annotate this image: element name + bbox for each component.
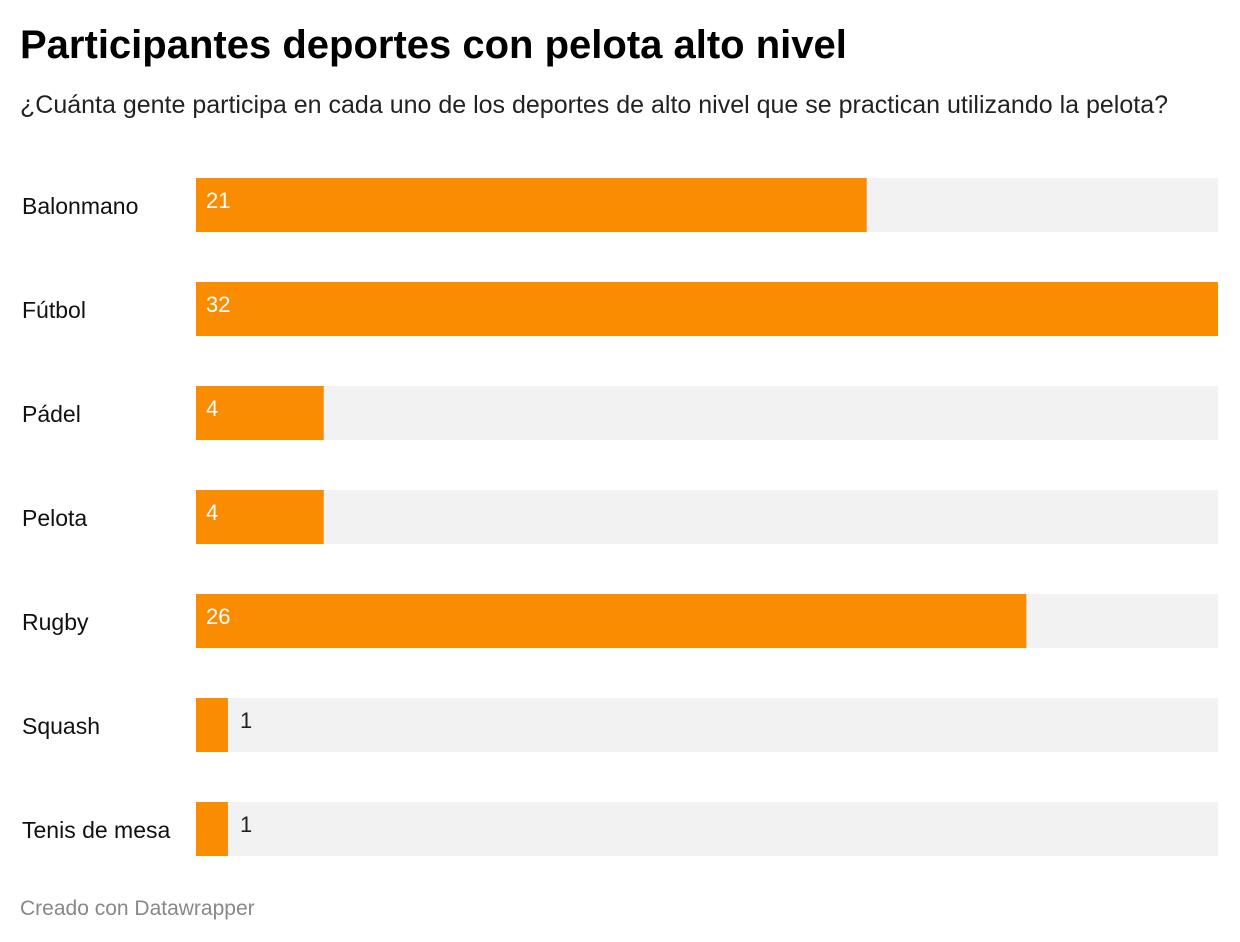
- category-label: Pádel: [22, 401, 81, 427]
- bar-row-futbol: Fútbol 32: [22, 282, 1218, 336]
- credit-footer[interactable]: Creado con Datawrapper: [20, 897, 255, 920]
- category-label: Rugby: [22, 609, 89, 635]
- category-label: Balonmano: [22, 193, 138, 219]
- bar-row-pelota: Pelota 4: [22, 490, 1218, 544]
- bar[interactable]: [196, 386, 324, 440]
- bar-track: [196, 698, 1218, 752]
- value-label: 4: [206, 500, 218, 525]
- chart-title: Participantes deportes con pelota alto n…: [20, 23, 847, 67]
- bar[interactable]: [196, 802, 228, 856]
- value-label: 26: [206, 604, 230, 629]
- bar-row-padel: Pádel 4: [22, 386, 1218, 440]
- bar[interactable]: [196, 282, 1218, 336]
- category-label: Squash: [22, 713, 100, 739]
- value-label: 4: [206, 396, 218, 421]
- category-label: Fútbol: [22, 297, 86, 323]
- bar-track: [196, 386, 1218, 440]
- bar-chart: Balonmano 21 Fútbol 32 Pádel 4 Pelota 4 Rugby 26 S…: [22, 178, 1218, 856]
- value-label: 1: [240, 708, 252, 733]
- bar-row-squash: Squash 1: [22, 698, 1218, 752]
- bar-row-balonmano: Balonmano 21: [22, 178, 1218, 232]
- bar[interactable]: [196, 594, 1027, 648]
- bar[interactable]: [196, 178, 867, 232]
- category-label: Tenis de mesa: [22, 817, 171, 843]
- bar-track: [196, 802, 1218, 856]
- chart-subtitle: ¿Cuánta gente participa en cada uno de l…: [20, 91, 1168, 119]
- bar[interactable]: [196, 698, 228, 752]
- bar-track: [196, 490, 1218, 544]
- bar-row-rugby: Rugby 26: [22, 594, 1218, 648]
- category-label: Pelota: [22, 505, 87, 531]
- bar-row-tenis-de-mesa: Tenis de mesa 1: [22, 802, 1218, 856]
- bar[interactable]: [196, 490, 324, 544]
- value-label: 21: [206, 188, 230, 213]
- value-label: 1: [240, 812, 252, 837]
- value-label: 32: [206, 292, 230, 317]
